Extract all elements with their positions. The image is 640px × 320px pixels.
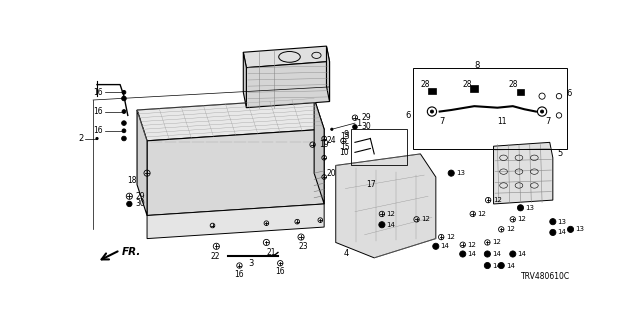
Bar: [470, 85, 478, 92]
Text: 19: 19: [319, 140, 328, 149]
Ellipse shape: [484, 251, 490, 257]
Polygon shape: [137, 110, 147, 215]
Text: 13: 13: [575, 226, 584, 232]
Text: 13: 13: [525, 205, 534, 211]
Text: 12: 12: [506, 226, 515, 232]
Text: 13: 13: [557, 219, 566, 225]
Text: 7: 7: [440, 117, 445, 126]
Text: 14: 14: [492, 262, 501, 268]
Text: 30: 30: [136, 199, 145, 208]
Text: 14: 14: [440, 243, 449, 249]
Ellipse shape: [550, 219, 556, 225]
Text: 12: 12: [387, 211, 396, 217]
Text: 12: 12: [493, 197, 502, 203]
Ellipse shape: [433, 243, 439, 249]
Text: 24: 24: [326, 136, 336, 145]
Text: 22: 22: [210, 252, 220, 261]
Text: 28: 28: [463, 80, 472, 89]
Ellipse shape: [460, 251, 466, 257]
Polygon shape: [243, 52, 246, 108]
Ellipse shape: [484, 262, 490, 268]
Text: 5: 5: [557, 149, 563, 158]
Ellipse shape: [122, 136, 126, 141]
Text: 3: 3: [248, 259, 253, 268]
Ellipse shape: [517, 205, 524, 211]
Polygon shape: [326, 46, 330, 101]
Ellipse shape: [568, 226, 573, 232]
Text: 16: 16: [93, 126, 103, 135]
Text: 14: 14: [506, 262, 515, 268]
Ellipse shape: [122, 90, 126, 94]
Text: 14: 14: [492, 251, 501, 257]
Polygon shape: [147, 204, 324, 239]
Text: 17: 17: [367, 180, 376, 189]
Text: 6: 6: [566, 89, 572, 98]
Ellipse shape: [122, 129, 126, 133]
Ellipse shape: [550, 229, 556, 236]
Ellipse shape: [431, 110, 433, 113]
Bar: [351, 129, 406, 165]
Ellipse shape: [122, 110, 126, 114]
Ellipse shape: [122, 96, 126, 101]
Text: 28: 28: [509, 80, 518, 89]
Text: FR.: FR.: [122, 247, 141, 258]
Text: 29: 29: [136, 192, 145, 201]
Ellipse shape: [498, 262, 504, 268]
Text: 12: 12: [517, 216, 526, 222]
Polygon shape: [493, 142, 553, 204]
Text: 16: 16: [275, 267, 285, 276]
Ellipse shape: [379, 222, 385, 228]
Text: 30: 30: [361, 123, 371, 132]
Ellipse shape: [122, 121, 126, 125]
Bar: [413, 68, 566, 148]
Text: 15: 15: [340, 132, 349, 141]
Ellipse shape: [331, 128, 333, 131]
Text: 8: 8: [474, 61, 479, 70]
Ellipse shape: [541, 110, 543, 113]
Text: 23: 23: [299, 242, 308, 251]
Text: 1: 1: [356, 119, 362, 128]
Text: 14: 14: [387, 222, 396, 228]
Polygon shape: [147, 129, 324, 215]
Text: 7: 7: [545, 117, 550, 126]
Text: 28: 28: [421, 80, 431, 89]
Polygon shape: [314, 99, 324, 204]
Ellipse shape: [96, 137, 98, 140]
Text: TRV480610C: TRV480610C: [522, 272, 570, 281]
Ellipse shape: [448, 170, 454, 176]
Text: 12: 12: [492, 239, 501, 245]
Text: 18: 18: [127, 176, 137, 185]
Text: 20: 20: [326, 169, 336, 178]
Text: 12: 12: [477, 211, 486, 217]
Text: 21: 21: [266, 248, 276, 257]
Polygon shape: [243, 46, 330, 68]
Bar: [516, 89, 524, 95]
Text: 14: 14: [557, 229, 566, 236]
Text: 12: 12: [446, 234, 454, 240]
Text: 12: 12: [421, 216, 430, 222]
Text: 29: 29: [361, 113, 371, 122]
Polygon shape: [137, 99, 324, 141]
Text: 12: 12: [467, 242, 476, 248]
Text: 11: 11: [497, 117, 507, 126]
Text: 9: 9: [344, 130, 349, 139]
Text: 4: 4: [344, 250, 349, 259]
Text: 6: 6: [406, 111, 411, 120]
Text: 16: 16: [93, 107, 103, 116]
Polygon shape: [246, 61, 330, 108]
Text: 14: 14: [517, 251, 526, 257]
Text: 16: 16: [235, 269, 244, 278]
Text: 15: 15: [340, 143, 349, 152]
Text: 2: 2: [79, 134, 84, 143]
Polygon shape: [336, 154, 436, 258]
Ellipse shape: [353, 124, 357, 129]
Text: 16: 16: [93, 88, 103, 97]
Text: 10: 10: [339, 148, 349, 157]
Ellipse shape: [509, 251, 516, 257]
Text: 13: 13: [456, 170, 465, 176]
Ellipse shape: [127, 201, 132, 207]
Text: 14: 14: [467, 251, 476, 257]
Bar: [428, 88, 436, 94]
